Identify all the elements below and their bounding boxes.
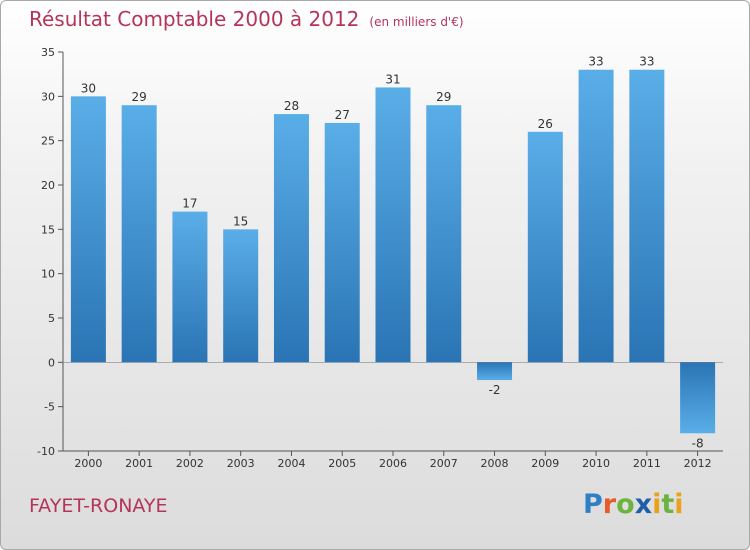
data-label-2010: 33	[588, 55, 603, 69]
x-tick-label: 2001	[125, 457, 153, 470]
data-label-2007: 29	[436, 90, 451, 104]
logo-letter: P	[583, 489, 603, 520]
chart-title-text: Résultat Comptable 2000 à 2012	[29, 7, 360, 31]
data-label-2008: -2	[489, 383, 501, 397]
bar-2008[interactable]	[477, 362, 513, 381]
y-tick-label: 0	[48, 356, 55, 369]
bar-2000[interactable]	[70, 96, 106, 363]
chart-subtitle: (en milliers d'€)	[369, 15, 464, 29]
y-tick-label: 25	[41, 135, 55, 148]
data-label-2002: 17	[182, 197, 197, 211]
x-tick-label: 2004	[277, 457, 305, 470]
data-label-2006: 31	[385, 72, 400, 86]
commune-name: FAYET-RONAYE	[29, 495, 168, 517]
y-tick-label: 30	[41, 90, 55, 103]
y-tick-label: 35	[41, 46, 55, 59]
chart-bars	[70, 69, 716, 434]
x-tick-label: 2002	[176, 457, 204, 470]
chart-labels: 30 29 17 15 28 27 31 29 -2 26 33 33 -8	[81, 55, 704, 451]
data-label-2000: 30	[81, 81, 96, 95]
logo-letter: t	[661, 489, 675, 520]
y-tick-label: 5	[48, 312, 55, 325]
proxiti-logo[interactable]: Proxiti	[583, 489, 684, 520]
bar-2001[interactable]	[121, 105, 157, 363]
bar-2006[interactable]	[375, 87, 411, 363]
x-tick-label: 2005	[328, 457, 356, 470]
logo-letter: x	[634, 489, 653, 520]
data-label-2011: 33	[639, 55, 654, 69]
y-tick-label: -10	[37, 445, 55, 458]
data-label-2009: 26	[538, 117, 553, 131]
data-label-2005: 27	[335, 108, 350, 122]
bar-2012[interactable]	[680, 362, 716, 434]
bar-2011[interactable]	[629, 69, 665, 363]
bar-2009[interactable]	[527, 131, 563, 363]
y-tick-label: 15	[41, 223, 55, 236]
x-tick-label: 2007	[430, 457, 458, 470]
bar-2010[interactable]	[578, 69, 614, 363]
logo-letter: i	[652, 489, 662, 520]
bar-2007[interactable]	[426, 105, 462, 363]
data-label-2001: 29	[132, 90, 147, 104]
data-label-2003: 15	[233, 214, 248, 228]
bar-2002[interactable]	[172, 211, 208, 363]
x-tick-label: 2000	[74, 457, 102, 470]
x-tick-label: 2008	[481, 457, 509, 470]
x-tick-label: 2009	[531, 457, 559, 470]
x-tick-label: 2012	[684, 457, 712, 470]
bar-2004[interactable]	[273, 114, 309, 363]
bar-2005[interactable]	[324, 122, 360, 363]
logo-letter: o	[616, 489, 635, 520]
bar-2003[interactable]	[223, 229, 259, 363]
data-label-2004: 28	[284, 99, 299, 113]
x-tick-label: 2011	[633, 457, 661, 470]
y-tick-label: -5	[44, 401, 55, 414]
x-tick-label: 2003	[227, 457, 255, 470]
chart-title: Résultat Comptable 2000 à 2012 (en millie…	[29, 7, 464, 31]
logo-letter: r	[602, 489, 617, 520]
data-label-2012: -8	[692, 436, 704, 450]
x-tick-label: 2010	[582, 457, 610, 470]
y-tick-label: 20	[41, 179, 55, 192]
y-tick-label: 10	[41, 268, 55, 281]
logo-letter: i	[674, 489, 684, 520]
chart-axes: -10 -5 0 5 10 15 20 25 30 35 2000 2001 2002 2003 2004 2…	[37, 46, 723, 470]
x-tick-label: 2006	[379, 457, 407, 470]
